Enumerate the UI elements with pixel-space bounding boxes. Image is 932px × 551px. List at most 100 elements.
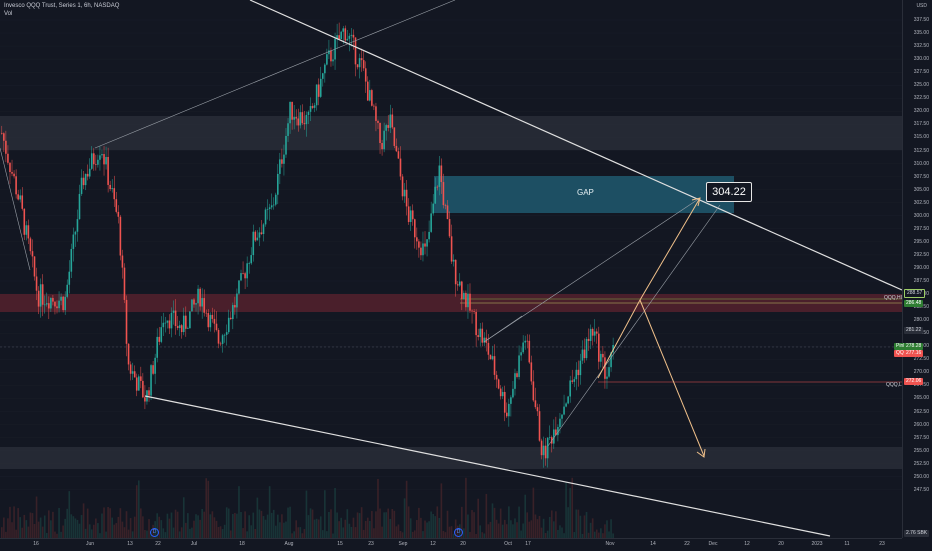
candle-body — [9, 162, 11, 173]
candle-body — [193, 299, 195, 305]
target-price-callout[interactable]: 304.22 — [706, 182, 752, 202]
candle-body — [338, 35, 340, 40]
volume-bar — [346, 509, 349, 538]
candle-body — [319, 78, 322, 97]
candle-body — [303, 123, 306, 125]
volume-bar — [270, 512, 273, 538]
candle-body — [152, 365, 154, 374]
volume-bar — [465, 477, 467, 538]
candle-body — [579, 360, 582, 376]
candle-body — [211, 314, 214, 319]
price-tag-name: Pink — [894, 343, 908, 350]
candle-body — [207, 313, 210, 328]
candle-body — [289, 101, 291, 124]
price-tick-label: 265.00 — [913, 395, 929, 402]
candle-body — [420, 247, 422, 256]
candle-body — [258, 232, 261, 238]
volume-bar — [375, 511, 377, 538]
volume-bar — [436, 506, 439, 538]
volume-bar — [536, 519, 539, 538]
volume-bar — [473, 512, 475, 538]
candle-body — [5, 140, 7, 154]
candle-body — [440, 165, 443, 183]
arrow-head-up — [691, 197, 701, 207]
time-tick-label: Jul — [190, 541, 198, 547]
volume-bar — [13, 506, 15, 538]
candle-body — [432, 203, 434, 214]
price-tag: 281.22 — [904, 327, 924, 334]
channel-line-6 — [0, 147, 31, 271]
price-tick-label: 290.00 — [913, 264, 929, 271]
candle-body — [444, 205, 447, 206]
volume-bar — [178, 531, 181, 538]
upper-grey-zone — [0, 116, 902, 150]
volume-bar — [215, 520, 218, 538]
time-tick-label: Oct — [504, 541, 512, 547]
candle-body — [95, 164, 97, 165]
price-tick-label: 280.00 — [913, 317, 929, 324]
volume-bar — [54, 531, 56, 538]
volume-bar — [33, 523, 36, 538]
volume-bar — [422, 531, 424, 538]
candle-body — [602, 353, 604, 358]
volume-bar — [446, 510, 449, 538]
candle-body — [340, 31, 342, 40]
candle-body — [66, 284, 69, 297]
candle-body — [330, 50, 332, 62]
candle-body — [555, 429, 557, 436]
volume-bar — [84, 528, 87, 538]
candle-body — [101, 154, 103, 156]
volume-bar — [354, 527, 357, 538]
candle-body — [58, 300, 60, 309]
volume-bar — [156, 513, 158, 538]
volume-bar — [493, 507, 496, 538]
volume-bar — [207, 480, 210, 538]
volume-bar — [461, 506, 463, 538]
candle-body — [3, 133, 5, 141]
candle-body — [213, 318, 216, 324]
volume-bar — [463, 528, 465, 538]
volume-bar — [352, 517, 355, 538]
volume-bar — [307, 515, 310, 538]
candle-body — [250, 255, 253, 264]
volume-bar — [168, 518, 171, 538]
volume-bar — [540, 527, 543, 538]
gap-label: GAP — [577, 188, 594, 197]
volume-bar — [109, 508, 111, 538]
volume-bar — [526, 512, 529, 538]
candle-body — [285, 135, 287, 155]
candle-body — [430, 213, 432, 232]
price-axis[interactable]: USD 337.50 335.00 332.50 330.00 327.50 325.00… — [894, 0, 932, 538]
volume-bar — [340, 517, 342, 538]
candle-body — [170, 312, 173, 329]
dividend-event-icon[interactable]: D — [454, 528, 463, 537]
volume-bar — [491, 503, 494, 538]
volume-bar — [362, 529, 365, 538]
time-axis[interactable]: 16 Jun 13 22 Jul 18 Aug 15 23 Sep 12 20 Oct 17 Nov 14 22… — [0, 538, 902, 551]
candle-body — [407, 206, 410, 223]
candle-body — [416, 237, 418, 242]
candle-body — [612, 344, 614, 353]
volume-bar — [602, 533, 604, 538]
candles — [1, 22, 614, 468]
dividend-event-icon[interactable]: D — [150, 528, 159, 537]
candle-body — [477, 335, 479, 337]
price-tick-label: 267.50 — [913, 382, 929, 389]
volume-bar — [309, 508, 312, 538]
candle-body — [103, 154, 105, 165]
candle-body — [583, 349, 586, 359]
candle-body — [270, 205, 273, 208]
candle-body — [393, 127, 396, 146]
candle-body — [158, 336, 161, 342]
candle-body — [548, 437, 551, 438]
price-tick-label: 320.00 — [913, 108, 929, 115]
volume-bar — [553, 521, 555, 538]
candle-body — [369, 90, 371, 101]
price-tick-label: 297.50 — [913, 225, 929, 232]
candle-body — [109, 184, 111, 190]
volume-bar — [610, 519, 612, 538]
candle-body — [544, 445, 547, 459]
volume-bar — [321, 530, 324, 538]
candle-body — [262, 224, 265, 235]
